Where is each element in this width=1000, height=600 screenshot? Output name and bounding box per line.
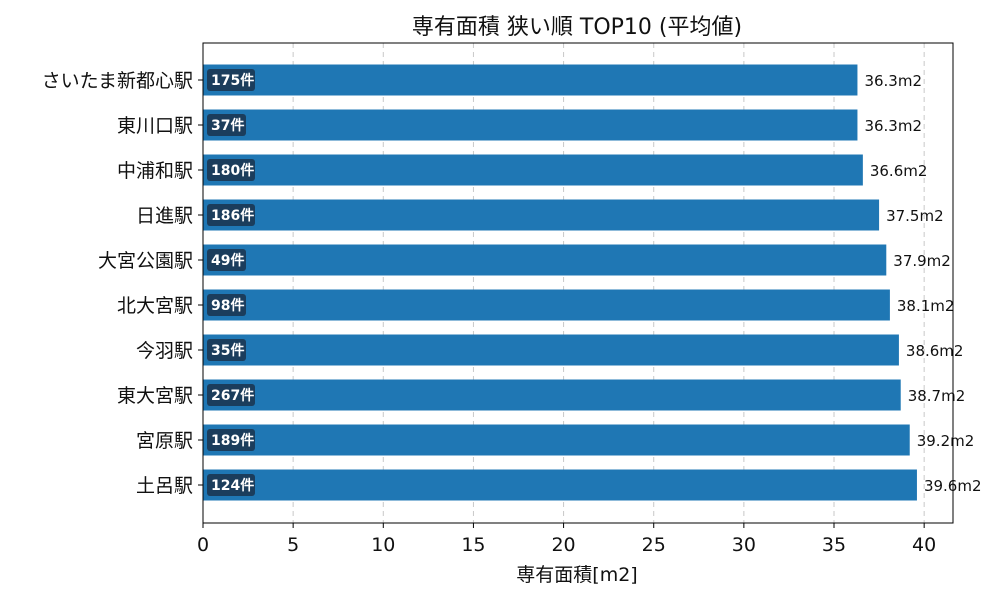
count-label: 189件 — [211, 432, 254, 449]
y-tick-label: 日進駅 — [136, 205, 193, 227]
bar — [203, 154, 863, 186]
x-tick-label: 15 — [461, 534, 485, 556]
count-badge — [207, 159, 255, 181]
count-label: 98件 — [211, 297, 244, 314]
value-label: 38.1m2 — [897, 297, 955, 315]
bar — [203, 379, 901, 411]
count-label: 37件 — [211, 117, 244, 134]
count-label: 180件 — [211, 162, 254, 179]
value-label: 37.9m2 — [893, 252, 951, 270]
plot-frame — [202, 42, 954, 524]
value-label: 36.3m2 — [864, 72, 922, 90]
count-badge — [207, 114, 246, 136]
bar — [203, 334, 899, 366]
count-badge — [207, 429, 255, 451]
y-tick-label: 土呂駅 — [136, 475, 193, 497]
x-tick-label: 30 — [732, 534, 756, 556]
y-tick-label: 今羽駅 — [136, 340, 193, 362]
x-tick-label: 10 — [371, 534, 395, 556]
y-tick-label: 大宮公園駅 — [98, 250, 193, 272]
y-tick-label: 宮原駅 — [136, 430, 193, 452]
bar — [203, 244, 887, 276]
value-label: 38.7m2 — [908, 387, 966, 405]
y-tick-label: 中浦和駅 — [117, 160, 193, 182]
x-tick-label: 40 — [912, 534, 936, 556]
count-label: 175件 — [211, 72, 254, 89]
bar — [203, 424, 910, 456]
y-tick-label: 北大宮駅 — [117, 295, 193, 317]
chart-title: 専有面積 狭い順 TOP10 (平均値) — [412, 15, 742, 40]
x-tick-label: 0 — [197, 534, 209, 556]
y-axis: さいたま新都心駅東川口駅中浦和駅日進駅大宮公園駅北大宮駅今羽駅東大宮駅宮原駅土呂… — [42, 70, 203, 497]
bar — [203, 64, 858, 96]
bar — [203, 199, 880, 231]
count-badge — [207, 384, 255, 406]
x-tick-label: 5 — [287, 534, 299, 556]
value-label: 37.5m2 — [886, 207, 944, 225]
count-label: 35件 — [211, 342, 244, 359]
x-tick-label: 35 — [822, 534, 846, 556]
count-label: 49件 — [211, 252, 244, 269]
bar — [203, 109, 858, 141]
value-label: 39.2m2 — [917, 432, 975, 450]
count-badge — [207, 204, 255, 226]
value-label: 36.3m2 — [864, 117, 922, 135]
x-axis: 0 5 10 15 20 25 30 35 40 — [197, 523, 936, 556]
x-tick-label: 20 — [551, 534, 575, 556]
y-tick-label: 東大宮駅 — [117, 385, 193, 407]
bars: 175件 36.3m2 37件 36.3m2 180件 36.6m2 186件 37.5m2 4… — [203, 64, 982, 501]
x-axis-label: 専有面積[m2] — [516, 564, 637, 586]
bar — [203, 289, 890, 321]
value-label: 36.6m2 — [870, 162, 928, 180]
value-label: 38.6m2 — [906, 342, 964, 360]
bar — [203, 469, 917, 501]
count-badge — [207, 339, 246, 361]
y-tick-label: さいたま新都心駅 — [42, 70, 193, 92]
count-badge — [207, 249, 246, 271]
count-label: 124件 — [211, 477, 254, 494]
y-tick-label: 東川口駅 — [117, 115, 193, 137]
count-label: 267件 — [211, 387, 254, 404]
count-badge — [207, 474, 255, 496]
count-label: 186件 — [211, 207, 254, 224]
count-badge — [207, 69, 255, 91]
count-badge — [207, 294, 246, 316]
x-tick-label: 25 — [642, 534, 666, 556]
